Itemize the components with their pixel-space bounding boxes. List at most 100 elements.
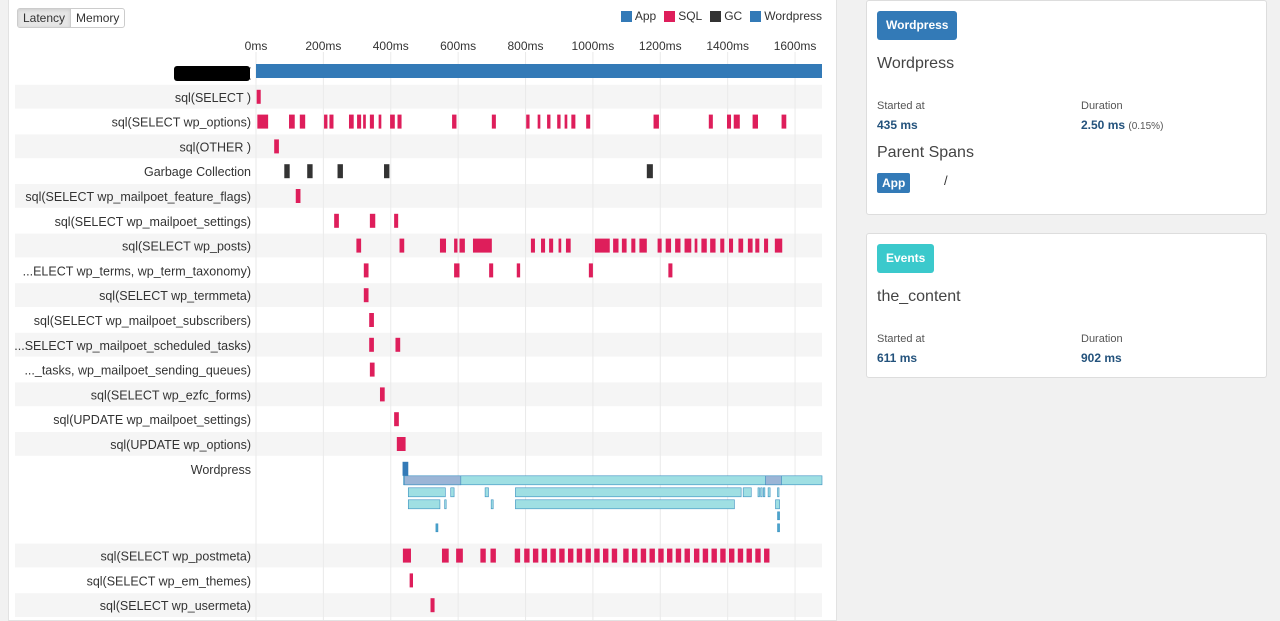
duration-label: Duration	[1081, 100, 1123, 112]
sql-span	[594, 548, 600, 563]
sql-span	[390, 114, 395, 129]
sql-span	[701, 238, 707, 253]
sql-span	[472, 238, 492, 253]
sql-span	[611, 548, 618, 563]
wordpress-child-span	[490, 499, 494, 510]
sql-span	[299, 114, 306, 129]
sql-span	[369, 337, 374, 352]
sql-span	[547, 114, 551, 129]
row-label: ..._tasks, wp_mailpoet_sending_queues)	[24, 364, 251, 378]
sql-span	[668, 263, 673, 278]
sql-span	[456, 548, 463, 563]
row-label: ...ELECT wp_terms, wp_term_taxonomy)	[23, 264, 251, 278]
legend-item-wordpress: Wordpress	[750, 9, 822, 23]
parent-span-separator: /	[944, 173, 948, 188]
wordpress-child-span	[407, 487, 446, 498]
row-background	[15, 593, 822, 617]
latency-tab[interactable]: Latency	[18, 9, 72, 27]
sql-span	[395, 337, 401, 352]
row-label: sql(OTHER )	[179, 140, 251, 154]
sql-span	[441, 548, 449, 563]
sql-span	[667, 548, 673, 563]
started-at-value: 435 ms	[877, 118, 918, 132]
legend-swatch	[710, 10, 722, 22]
row-background	[15, 432, 822, 456]
sql-span	[274, 139, 279, 154]
sql-span	[675, 548, 682, 563]
row-background	[15, 382, 822, 407]
sql-span	[564, 114, 568, 129]
sql-span	[490, 548, 496, 563]
sql-span	[621, 238, 627, 253]
sql-span	[363, 114, 366, 129]
sql-span	[324, 114, 328, 129]
wordpress-child-span	[444, 499, 447, 510]
x-tick-label: 400ms	[373, 39, 409, 53]
sql-span	[774, 238, 783, 253]
sql-span	[559, 548, 565, 563]
legend-label: App	[634, 9, 657, 23]
legend-label: Wordpress	[764, 9, 822, 23]
event-duration-value: 902 ms	[1081, 351, 1122, 365]
legend-swatch	[664, 10, 676, 22]
sql-span	[516, 263, 521, 278]
row-label: sql(SELECT wp_em_themes)	[87, 574, 251, 588]
sql-span	[526, 114, 530, 129]
span-type-badge: Wordpress	[877, 11, 958, 40]
sql-span	[639, 238, 647, 253]
parent-span-app-badge[interactable]: App	[877, 173, 911, 193]
wordpress-child-span	[515, 499, 735, 510]
sql-span	[459, 238, 465, 253]
wordpress-child-span	[777, 511, 780, 521]
sql-span	[394, 213, 399, 228]
sql-span	[588, 263, 593, 278]
sql-span	[738, 238, 744, 253]
duration-ms: 2.50 ms	[1081, 118, 1126, 132]
row-label: sql(SELECT wp_mailpoet_subscribers)	[34, 314, 251, 328]
sql-span	[378, 114, 382, 129]
wordpress-span	[402, 461, 409, 476]
x-tick-label: 0ms	[245, 39, 268, 53]
row-background	[15, 134, 822, 159]
sql-span	[396, 437, 406, 451]
sql-span	[733, 114, 740, 129]
duration-value: 2.50 ms (0.15%)	[1081, 118, 1163, 132]
memory-tab[interactable]: Memory	[76, 11, 120, 25]
gc-span	[307, 164, 313, 179]
sql-span	[657, 238, 662, 253]
legend-swatch	[620, 10, 632, 22]
wordpress-child-span	[407, 499, 441, 510]
sql-span	[586, 114, 591, 129]
event-started-at-label: Started at	[877, 333, 925, 345]
sql-span	[379, 387, 385, 402]
x-tick-label: 200ms	[305, 39, 341, 53]
wordpress-child-span	[767, 487, 771, 498]
sql-span	[737, 548, 744, 563]
started-at-label: Started at	[877, 100, 925, 112]
sql-span	[357, 114, 362, 129]
row-label: sql(SELECT wp_mailpoet_feature_flags)	[25, 190, 251, 204]
sql-span	[755, 548, 761, 563]
legend-label: GC	[724, 9, 743, 23]
sql-span	[623, 548, 629, 563]
sql-span	[576, 548, 583, 563]
sql-span	[594, 238, 610, 253]
gc-span	[646, 164, 653, 179]
sql-span	[649, 548, 655, 563]
sql-span	[356, 238, 362, 253]
legend: App SQL GC Wordpress	[613, 9, 822, 23]
sql-span	[729, 548, 735, 563]
wordpress-child-span	[760, 487, 763, 498]
wordpress-child-span	[515, 487, 742, 498]
event-started-at-value: 611 ms	[877, 351, 918, 365]
wordpress-child-span	[403, 475, 462, 486]
row-background	[15, 283, 822, 307]
sql-span	[710, 238, 716, 253]
sql-span	[409, 573, 413, 588]
sql-span	[532, 548, 539, 563]
sql-span	[363, 263, 369, 278]
row-background	[15, 233, 822, 258]
sql-span	[537, 114, 541, 129]
row-label: sql(SELECT wp_postmeta)	[100, 550, 251, 564]
row-background	[15, 184, 822, 208]
